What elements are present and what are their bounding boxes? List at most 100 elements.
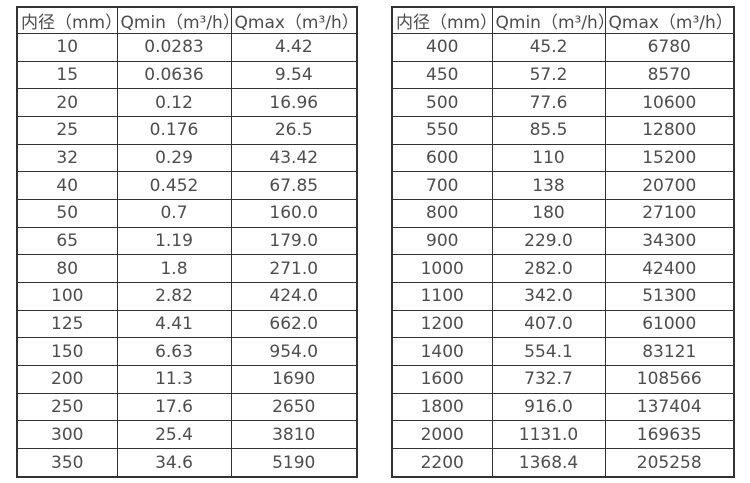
table-row: 2000 1131.0 169635 <box>391 420 735 450</box>
table-row: 450 57.2 8570 <box>391 60 735 90</box>
table-cell: 137404 <box>604 392 735 422</box>
table-cell: 15 <box>16 60 118 90</box>
table-cell: 1200 <box>391 309 493 339</box>
table-cell: 662.0 <box>230 309 358 339</box>
table-cell: 180 <box>491 199 606 228</box>
table-cell: 0.29 <box>116 143 232 173</box>
table-row: 800 180 27100 <box>391 199 735 228</box>
table-cell: 1000 <box>391 254 493 284</box>
table-cell: 1368.4 <box>491 448 606 478</box>
flow-table-right: 内径（mm） Qmin（m³/h） Qmax（m³/h） 400 45.2 6780 450… <box>391 6 735 478</box>
table-row: 65 1.19 179.0 <box>16 226 358 256</box>
table-cell: 61000 <box>604 309 735 339</box>
table-cell: 450 <box>391 60 493 90</box>
table-cell: 43.42 <box>230 143 358 173</box>
table-cell: 1.8 <box>116 254 232 284</box>
table-cell: 8570 <box>604 60 735 90</box>
table-cell: 50 <box>16 199 118 228</box>
table-cell: 2200 <box>391 448 493 478</box>
table-row: 15 0.0636 9.54 <box>16 60 358 90</box>
table-row: 550 85.5 12800 <box>391 116 735 145</box>
table-cell: 732.7 <box>491 365 606 394</box>
table-row: 1000 282.0 42400 <box>391 254 735 284</box>
table-cell: 0.0636 <box>116 60 232 90</box>
table-cell: 5190 <box>230 448 358 478</box>
table-cell: 169635 <box>604 420 735 450</box>
table-cell: 20 <box>16 88 118 118</box>
table-cell: 1.19 <box>116 226 232 256</box>
table-cell: 200 <box>16 365 118 394</box>
table-cell: 179.0 <box>230 226 358 256</box>
table-cell: 77.6 <box>491 88 606 118</box>
table-cell: 0.176 <box>116 116 232 145</box>
table-cell: 2000 <box>391 420 493 450</box>
table-cell: 40 <box>16 171 118 201</box>
table-row: 700 138 20700 <box>391 171 735 201</box>
column-header-0: 内径（mm） <box>391 6 493 34</box>
table-row: 350 34.6 5190 <box>16 448 358 478</box>
table-row: 600 110 15200 <box>391 143 735 173</box>
table-cell: 3810 <box>230 420 358 450</box>
table-cell: 108566 <box>604 365 735 394</box>
table-cell: 100 <box>16 282 118 311</box>
table-row: 125 4.41 662.0 <box>16 309 358 339</box>
table-cell: 26.5 <box>230 116 358 145</box>
table-cell: 4.42 <box>230 33 358 62</box>
table-row: 1400 554.1 83121 <box>391 337 735 367</box>
table-cell: 32 <box>16 143 118 173</box>
table-cell: 0.12 <box>116 88 232 118</box>
column-header-2: Qmax（m³/h） <box>604 6 735 34</box>
table-cell: 150 <box>16 337 118 367</box>
table-cell: 110 <box>491 143 606 173</box>
table-cell: 2650 <box>230 392 358 422</box>
table-cell: 554.1 <box>491 337 606 367</box>
table-row: 900 229.0 34300 <box>391 226 735 256</box>
table-cell: 229.0 <box>491 226 606 256</box>
table-cell: 10600 <box>604 88 735 118</box>
table-row: 250 17.6 2650 <box>16 392 358 422</box>
table-row: 400 45.2 6780 <box>391 33 735 62</box>
table-cell: 350 <box>16 448 118 478</box>
column-header-1: Qmin（m³/h） <box>116 6 232 34</box>
table-row: 2200 1368.4 205258 <box>391 448 735 478</box>
table-cell: 9.54 <box>230 60 358 90</box>
table-row: 80 1.8 271.0 <box>16 254 358 284</box>
table-cell: 160.0 <box>230 199 358 228</box>
table-cell: 80 <box>16 254 118 284</box>
table-cell: 125 <box>16 309 118 339</box>
table-cell: 1100 <box>391 282 493 311</box>
header-row: 内径（mm） Qmin（m³/h） Qmax（m³/h） <box>391 6 735 34</box>
table-cell: 16.96 <box>230 88 358 118</box>
table-cell: 424.0 <box>230 282 358 311</box>
table-cell: 15200 <box>604 143 735 173</box>
table-cell: 42400 <box>604 254 735 284</box>
table-cell: 17.6 <box>116 392 232 422</box>
table-row: 1100 342.0 51300 <box>391 282 735 311</box>
table-row: 32 0.29 43.42 <box>16 143 358 173</box>
table-cell: 407.0 <box>491 309 606 339</box>
header-row: 内径（mm） Qmin（m³/h） Qmax（m³/h） <box>16 6 358 34</box>
table-cell: 85.5 <box>491 116 606 145</box>
table-cell: 0.0283 <box>116 33 232 62</box>
table-row: 50 0.7 160.0 <box>16 199 358 228</box>
table-cell: 6780 <box>604 33 735 62</box>
table-cell: 205258 <box>604 448 735 478</box>
table-cell: 0.452 <box>116 171 232 201</box>
table-cell: 34.6 <box>116 448 232 478</box>
table-row: 150 6.63 954.0 <box>16 337 358 367</box>
column-header-0: 内径（mm） <box>16 6 118 34</box>
table-cell: 1600 <box>391 365 493 394</box>
table-cell: 550 <box>391 116 493 145</box>
table-cell: 10 <box>16 33 118 62</box>
table-cell: 271.0 <box>230 254 358 284</box>
table-cell: 250 <box>16 392 118 422</box>
flow-table-left: 内径（mm） Qmin（m³/h） Qmax（m³/h） 10 0.0283 4.42 15… <box>16 6 358 478</box>
table-cell: 400 <box>391 33 493 62</box>
table-cell: 282.0 <box>491 254 606 284</box>
table-row: 100 2.82 424.0 <box>16 282 358 311</box>
table-cell: 700 <box>391 171 493 201</box>
table-cell: 57.2 <box>491 60 606 90</box>
table-row: 1200 407.0 61000 <box>391 309 735 339</box>
table-cell: 27100 <box>604 199 735 228</box>
